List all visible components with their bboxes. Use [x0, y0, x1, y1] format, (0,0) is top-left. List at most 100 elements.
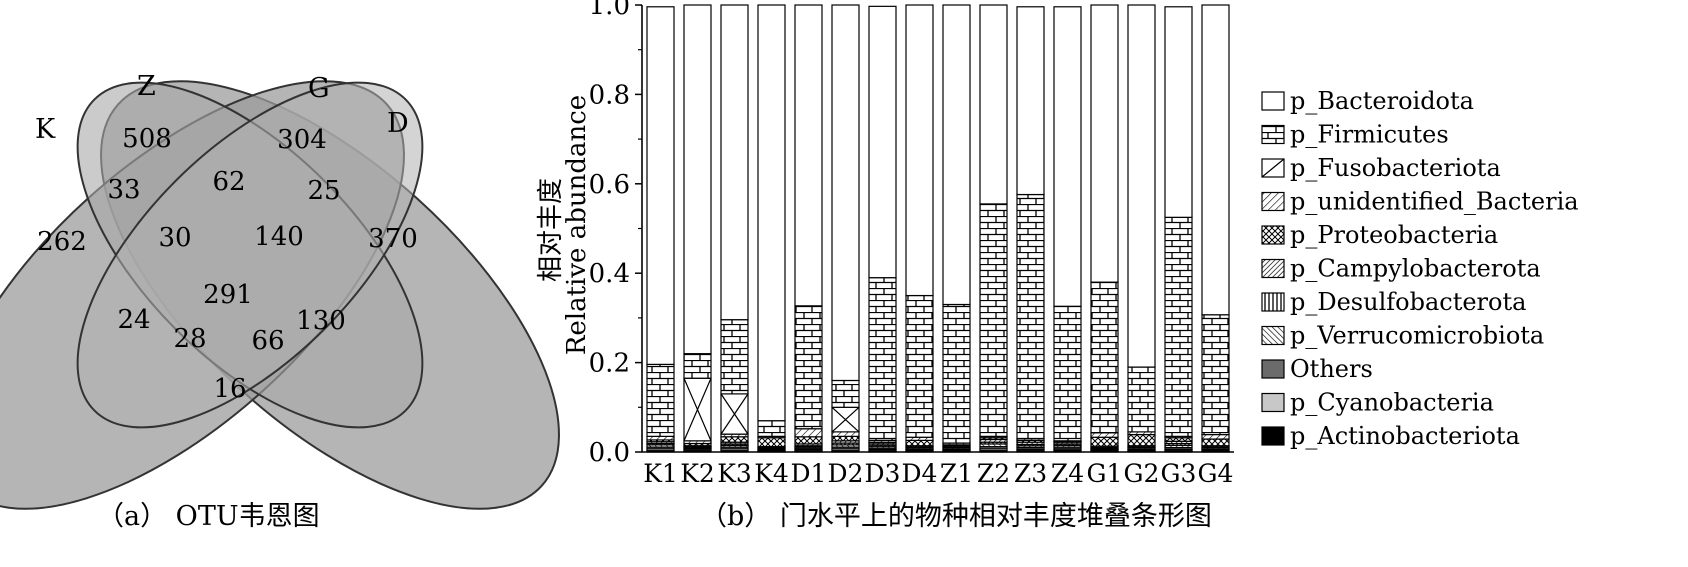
y-tick-label-4: 0.8	[589, 80, 630, 110]
legend-label-p-actinobacteriota: p_Actinobacteriota	[1290, 422, 1520, 450]
legend-label-p-verrucomicrobiota: p_Verrucomicrobiota	[1290, 322, 1544, 350]
bar-plot-area: K1 K2 K3 K4 D1 D2 D3 D4 Z1 Z2 Z3 Z4 G1 G2 G3 G4	[643, 4, 1233, 488]
bar-segment-p-bacteroidota-z3	[1016, 6, 1045, 196]
venn-region-g: 304	[277, 125, 327, 155]
bar-g4	[1201, 4, 1230, 453]
legend-label-p-fusobacteriota: p_Fusobacteriota	[1290, 154, 1501, 182]
bar-d3	[868, 5, 897, 453]
bar-segment-p-unidentified-bacteria-d1	[794, 428, 823, 438]
bar-segment-p-bacteroidota-d2	[831, 4, 860, 382]
bar-k4	[757, 4, 786, 453]
venn-label-d: D	[387, 108, 409, 139]
x-tick-label-d1: D1	[791, 459, 827, 488]
x-tick-label-d3: D3	[865, 459, 901, 488]
bar-chart-caption: （b） 门水平上的物种相对丰度堆叠条形图	[700, 501, 1212, 532]
legend-swatch-p-proteobacteria	[1261, 225, 1285, 245]
legend-item-others: Others	[1261, 355, 1373, 383]
x-tick-label-k1: K1	[643, 459, 678, 488]
bar-segment-p-proteobacteria-g1	[1090, 436, 1119, 447]
bar-segment-p-proteobacteria-d1	[794, 436, 823, 445]
legend-swatch-p-unidentified-bacteria	[1261, 191, 1285, 212]
bar-segment-p-firmicutes-k3	[720, 319, 749, 395]
x-tick-label-z1: Z1	[940, 459, 973, 488]
bar-segment-p-bacteroidota-g4	[1201, 4, 1230, 316]
x-tick-label-z2: Z2	[977, 459, 1010, 488]
legend-swatch-p-cyanobacteria	[1261, 392, 1285, 413]
x-tick-label-k4: K4	[754, 459, 789, 488]
bar-g2	[1127, 4, 1156, 453]
venn-region-kgd: 28	[173, 324, 206, 354]
bar-z3	[1016, 6, 1045, 453]
venn-region-gd: 25	[307, 176, 340, 206]
bar-z4	[1053, 6, 1082, 453]
bar-segment-p-bacteroidota-z1	[942, 4, 971, 306]
venn-region-k: 262	[37, 227, 87, 257]
bar-segment-p-bacteroidota-z4	[1053, 6, 1082, 307]
bar-z1	[942, 4, 971, 453]
bar-segment-p-bacteroidota-d1	[794, 4, 823, 307]
bar-segment-p-bacteroidota-k3	[720, 4, 749, 321]
bar-segment-p-firmicutes-z4	[1053, 305, 1082, 442]
legend-label-p-proteobacteria: p_Proteobacteria	[1290, 221, 1498, 249]
bar-segment-p-proteobacteria-g2	[1127, 433, 1156, 447]
bar-segment-p-proteobacteria-k4	[757, 437, 786, 448]
x-tick-label-d2: D2	[828, 459, 864, 488]
bar-g1	[1090, 4, 1119, 453]
x-tick-label-k2: K2	[680, 459, 715, 488]
bar-segment-p-proteobacteria-d4	[905, 439, 934, 447]
bar-segment-p-unidentified-bacteria-g1	[1090, 432, 1119, 438]
legend-swatch-p-verrucomicrobiota	[1261, 325, 1285, 346]
venn-region-kzg: 30	[158, 223, 191, 253]
legend-swatch-p-firmicutes	[1261, 124, 1285, 145]
bar-segment-p-firmicutes-g2	[1127, 366, 1156, 433]
legend-item-p-campylobacterota: p_Campylobacterota	[1261, 255, 1541, 283]
bar-segment-p-firmicutes-z1	[942, 303, 971, 444]
venn-set-g	[76, 81, 424, 429]
bar-segment-p-bacteroidota-k4	[757, 4, 786, 422]
bar-segment-p-bacteroidota-g3	[1164, 6, 1193, 218]
bar-d1	[794, 4, 823, 453]
x-tick-label-d4: D4	[902, 459, 938, 488]
bar-segment-cross-k3	[720, 393, 749, 435]
bar-segment-p-bacteroidota-d4	[905, 4, 934, 297]
venn-caption: （a） OTU韦恩图	[97, 501, 320, 532]
venn-region-zgd: 140	[254, 222, 304, 252]
bar-segment-p-bacteroidota-k2	[683, 4, 712, 355]
legend-item-p-desulfobacterota: p_Desulfobacterota	[1261, 288, 1526, 316]
bar-z2	[979, 4, 1008, 453]
legend-swatch-cross	[1261, 158, 1285, 178]
x-tick-label-z4: Z4	[1051, 459, 1084, 488]
x-tick-label-g3: G3	[1161, 459, 1197, 488]
bar-segment-p-firmicutes-d4	[905, 294, 934, 438]
x-tick-label-k3: K3	[717, 459, 752, 488]
bar-segment-p-firmicutes-z3	[1016, 193, 1045, 440]
y-tick-label-2: 0.4	[589, 259, 630, 289]
bar-segment-p-proteobacteria-k3	[720, 436, 749, 443]
legend-label-p-cyanobacteria: p_Cyanobacteria	[1290, 389, 1494, 417]
venn-label-k: K	[35, 114, 56, 145]
bar-segment-p-unidentified-bacteria-g4	[1201, 433, 1230, 440]
y-tick-label-3: 0.6	[589, 170, 630, 200]
bar-segment-p-firmicutes-g4	[1201, 314, 1230, 436]
legend-swatch-others	[1261, 359, 1285, 379]
bar-segment-p-firmicutes-g3	[1164, 216, 1193, 437]
venn-region-kg: 24	[117, 305, 150, 335]
venn-region-kzgd: 291	[203, 280, 253, 310]
venn-region-kz: 33	[107, 175, 140, 205]
bar-g3	[1164, 6, 1193, 453]
legend-item-p-bacteroidota: p_Bacteroidota	[1261, 87, 1474, 115]
legend-item-p-cyanobacteria: p_Cyanobacteria	[1261, 389, 1494, 417]
bar-k1	[646, 6, 675, 453]
legend-label-p-campylobacterota: p_Campylobacterota	[1290, 255, 1541, 283]
legend-item-p-fusobacteriota: p_Fusobacteriota	[1261, 154, 1501, 182]
venn-region-d: 370	[368, 224, 418, 254]
chart-legend: p_Bacteroidota p_Firmicutes p_Fusobacterio…	[1261, 87, 1579, 450]
venn-region-kzd: 66	[251, 326, 284, 356]
legend-label-p-unidentified-bacteria: p_unidentified_Bacteria	[1290, 188, 1579, 216]
bar-segment-p-bacteroidota-g2	[1127, 4, 1156, 368]
venn-label-z: Z	[137, 71, 156, 102]
legend-swatch-p-campylobacterota	[1261, 258, 1285, 279]
venn-region-z: 508	[122, 124, 172, 154]
venn-diagram: K Z G D 262 508 304 370 33 62 25 30 140 …	[0, 71, 560, 532]
bar-segment-p-bacteroidota-k1	[646, 6, 675, 365]
